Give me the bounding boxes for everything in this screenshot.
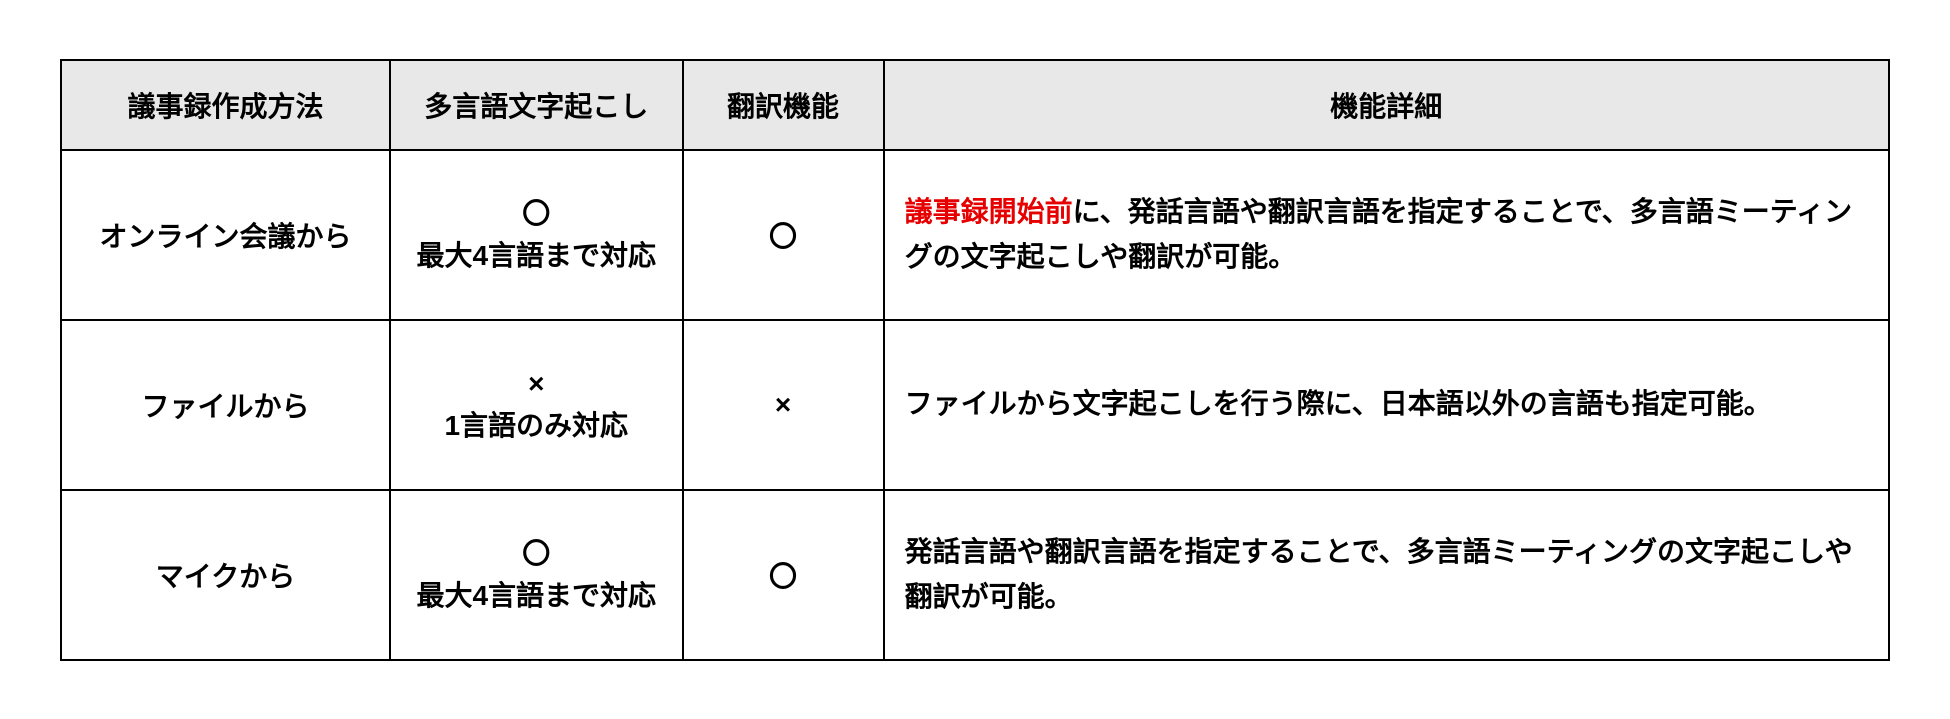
detail-text: 発話言語や翻訳言語を指定することで、多言語ミーティングの文字起こしや翻訳が可能。 (905, 536, 1853, 612)
multilang-note: 最大4言語まで対応 (416, 240, 656, 271)
multilang-note: 1言語のみ対応 (444, 410, 628, 441)
multilang-mark: 〇 (522, 538, 550, 569)
multilang-mark: 〇 (522, 198, 550, 229)
table-row: オンライン会議から 〇 最大4言語まで対応 〇 議事録開始前に、発話言語や翻訳言… (61, 150, 1889, 320)
feature-comparison-table: 議事録作成方法 多言語文字起こし 翻訳機能 機能詳細 オンライン会議から 〇 最… (60, 59, 1890, 661)
cell-translate: 〇 (683, 150, 884, 320)
cell-method: オンライン会議から (61, 150, 390, 320)
table-header-row: 議事録作成方法 多言語文字起こし 翻訳機能 機能詳細 (61, 60, 1889, 150)
table-row: マイクから 〇 最大4言語まで対応 〇 発話言語や翻訳言語を指定することで、多言… (61, 490, 1889, 660)
table-row: ファイルから × 1言語のみ対応 × ファイルから文字起こしを行う際に、日本語以… (61, 320, 1889, 490)
multilang-note: 最大4言語まで対応 (416, 580, 656, 611)
cell-method: ファイルから (61, 320, 390, 490)
cell-translate: 〇 (683, 490, 884, 660)
cell-multilang: 〇 最大4言語まで対応 (390, 490, 682, 660)
cell-multilang: × 1言語のみ対応 (390, 320, 682, 490)
header-multilang: 多言語文字起こし (390, 60, 682, 150)
header-translate: 翻訳機能 (683, 60, 884, 150)
header-detail: 機能詳細 (884, 60, 1889, 150)
cell-detail: 議事録開始前に、発話言語や翻訳言語を指定することで、多言語ミーティングの文字起こ… (884, 150, 1889, 320)
cell-detail: 発話言語や翻訳言語を指定することで、多言語ミーティングの文字起こしや翻訳が可能。 (884, 490, 1889, 660)
multilang-mark: × (528, 368, 544, 399)
cell-method: マイクから (61, 490, 390, 660)
cell-multilang: 〇 最大4言語まで対応 (390, 150, 682, 320)
header-method: 議事録作成方法 (61, 60, 390, 150)
detail-highlight: 議事録開始前 (905, 196, 1073, 227)
detail-text: ファイルから文字起こしを行う際に、日本語以外の言語も指定可能。 (905, 388, 1772, 419)
cell-translate: × (683, 320, 884, 490)
cell-detail: ファイルから文字起こしを行う際に、日本語以外の言語も指定可能。 (884, 320, 1889, 490)
